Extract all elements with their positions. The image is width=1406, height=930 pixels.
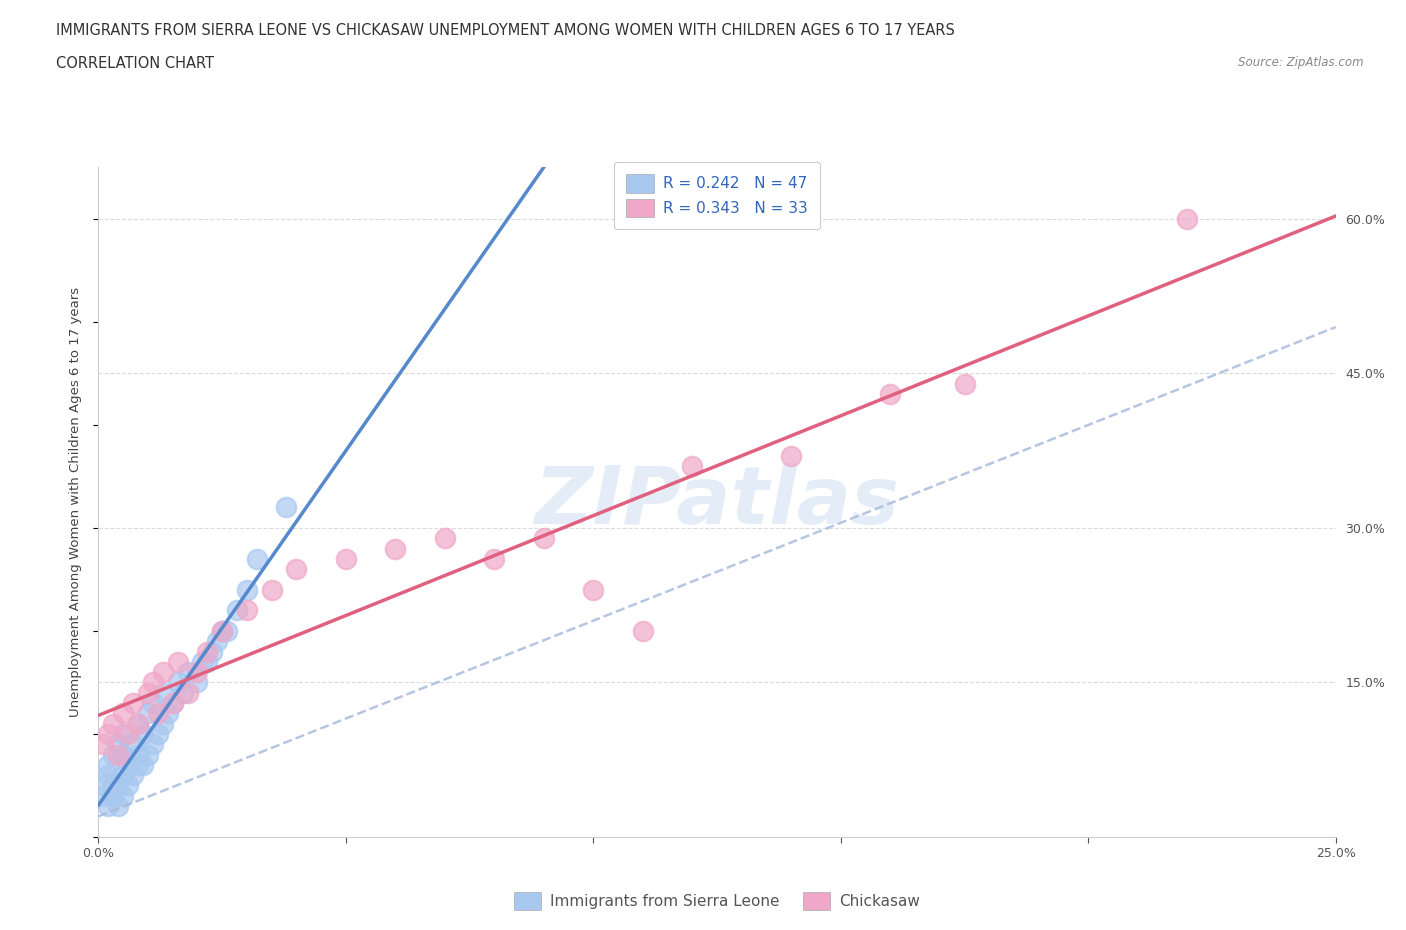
Point (631, 623, 654, 638)
Point (97, 799, 120, 814)
Text: IMMIGRANTS FROM SIERRA LEONE VS CHICKASAW UNEMPLOYMENT AMONG WOMEN WITH CHILDREN: IMMIGRANTS FROM SIERRA LEONE VS CHICKASA… (56, 23, 955, 38)
Point (107, 737, 129, 751)
Point (142, 737, 165, 751)
Point (260, 582, 283, 597)
Point (186, 665, 208, 680)
Point (132, 726, 155, 741)
Point (484, 551, 506, 566)
Y-axis label: Unemployment Among Women with Children Ages 6 to 17 years: Unemployment Among Women with Children A… (69, 287, 83, 717)
Point (103, 789, 125, 804)
Point (246, 551, 269, 566)
Point (152, 716, 174, 731)
Point (127, 716, 149, 731)
Point (1175, 211, 1198, 226)
Point (176, 685, 198, 700)
Point (112, 768, 135, 783)
Point (103, 747, 125, 762)
Point (953, 377, 976, 392)
Point (112, 789, 135, 804)
Text: CORRELATION CHART: CORRELATION CHART (56, 56, 214, 71)
Point (112, 726, 135, 741)
Point (107, 799, 129, 814)
Point (681, 458, 703, 473)
Text: Source: ZipAtlas.com: Source: ZipAtlas.com (1239, 56, 1364, 69)
Point (103, 778, 125, 793)
Point (132, 757, 155, 772)
Point (103, 716, 125, 731)
Point (142, 696, 165, 711)
Point (142, 675, 165, 690)
Point (122, 737, 145, 751)
Point (136, 685, 159, 700)
Text: ZIPatlas: ZIPatlas (534, 463, 900, 541)
Point (195, 644, 218, 659)
Point (226, 603, 249, 618)
Point (117, 778, 139, 793)
Point (211, 623, 233, 638)
Point (93, 778, 115, 793)
Legend: Immigrants from Sierra Leone, Chickasaw: Immigrants from Sierra Leone, Chickasaw (508, 885, 927, 916)
Point (127, 716, 149, 731)
Point (107, 747, 129, 762)
Point (122, 696, 145, 711)
Point (176, 665, 198, 680)
Point (107, 778, 129, 793)
Point (117, 726, 139, 741)
Point (433, 531, 456, 546)
Point (166, 655, 188, 670)
Point (533, 531, 555, 546)
Point (780, 448, 803, 463)
Point (236, 603, 259, 618)
Point (186, 675, 208, 690)
Point (172, 685, 194, 700)
Point (195, 655, 218, 670)
Point (162, 696, 184, 711)
Point (146, 706, 169, 721)
Point (117, 757, 139, 772)
Point (136, 747, 159, 762)
Point (217, 623, 239, 638)
Point (146, 726, 169, 741)
Point (191, 655, 214, 670)
Point (335, 551, 357, 566)
Point (205, 634, 228, 649)
Point (162, 696, 184, 711)
Point (201, 644, 224, 659)
Point (285, 562, 308, 577)
Point (97, 757, 120, 772)
Point (156, 706, 179, 721)
Point (211, 623, 233, 638)
Point (276, 500, 298, 515)
Point (93, 789, 115, 804)
Point (152, 665, 174, 680)
Point (152, 685, 174, 700)
Point (122, 768, 145, 783)
Point (112, 706, 135, 721)
Point (112, 747, 135, 762)
Point (97, 726, 120, 741)
Point (236, 582, 259, 597)
Point (384, 541, 406, 556)
Point (127, 757, 149, 772)
Point (166, 675, 188, 690)
Point (97, 768, 120, 783)
Point (879, 387, 901, 402)
Point (136, 706, 159, 721)
Point (582, 582, 605, 597)
Point (93, 737, 115, 751)
Point (127, 747, 149, 762)
